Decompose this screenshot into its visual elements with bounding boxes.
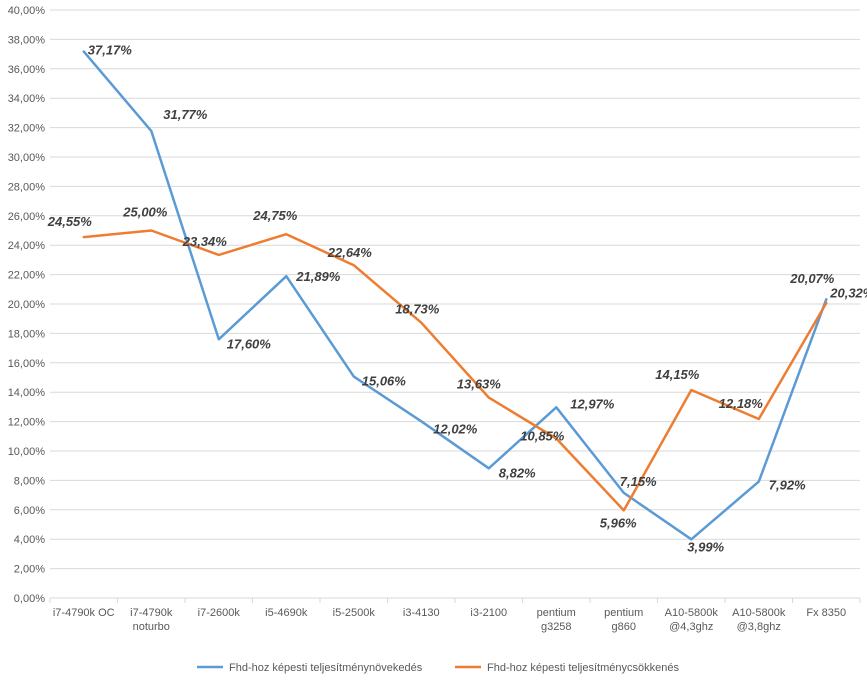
data-label: 17,60% — [227, 336, 272, 351]
data-label: 20,32% — [829, 285, 867, 300]
y-tick-label: 40,00% — [8, 5, 46, 17]
x-tick-label: A10-5800k @4,3ghz — [665, 607, 719, 633]
data-label: 24,75% — [252, 208, 298, 223]
y-tick-label: 10,00% — [8, 446, 46, 458]
data-label: 22,64% — [327, 245, 373, 260]
data-label: 31,77% — [163, 107, 208, 122]
y-tick-label: 38,00% — [8, 34, 46, 46]
y-tick-label: 30,00% — [8, 152, 46, 164]
data-label: 20,07% — [789, 271, 835, 286]
y-tick-label: 14,00% — [8, 387, 46, 399]
series-lines — [82, 50, 828, 541]
legend: Fhd-hoz képesti teljesítménynövekedés Fhd… — [197, 662, 679, 674]
y-tick-label: 2,00% — [14, 564, 45, 576]
data-label: 21,89% — [295, 269, 341, 284]
y-tick-label: 4,00% — [14, 534, 45, 546]
legend-label: Fhd-hoz képesti teljesítménynövekedés — [229, 662, 423, 674]
y-tick-label: 8,00% — [14, 475, 45, 487]
data-label: 12,97% — [570, 396, 615, 411]
x-axis-tick-labels: i7-4790k OC i7-4790k noturbo i7-2600k i5-469… — [53, 607, 846, 633]
data-label: 25,00% — [122, 205, 168, 220]
y-tick-label: 26,00% — [8, 211, 46, 223]
series-line-1 — [82, 50, 828, 541]
x-tick-label: Fx 8350 — [806, 607, 846, 619]
data-label: 14,15% — [655, 367, 700, 382]
x-tick-label: A10-5800k @3,8ghz — [732, 607, 786, 633]
data-label: 12,02% — [433, 421, 478, 436]
data-label: 18,73% — [395, 302, 440, 317]
data-label: 7,15% — [620, 474, 657, 489]
data-label: 5,96% — [600, 515, 637, 530]
y-tick-label: 12,00% — [8, 417, 46, 429]
y-tick-label: 32,00% — [8, 123, 46, 135]
data-label: 23,34% — [182, 234, 228, 249]
data-label: 8,82% — [499, 465, 536, 480]
data-label: 37,17% — [88, 43, 133, 58]
x-tick-label: i7-4790k noturbo — [130, 607, 173, 633]
y-tick-label: 16,00% — [8, 358, 46, 370]
data-labels: 37,17% 31,77% 17,60% 21,89% 15,06% 12,02% 8,82… — [47, 43, 867, 555]
y-tick-label: 20,00% — [8, 299, 46, 311]
x-tick-label: pentium g3258 — [537, 607, 576, 633]
x-tick-label: i5-4690k — [265, 607, 308, 619]
gridlines — [49, 9, 861, 603]
x-tick-label: i5-2500k — [333, 607, 376, 619]
data-label: 13,63% — [457, 377, 502, 392]
data-label: 24,55% — [47, 214, 93, 229]
x-tick-label: i7-4790k OC — [53, 607, 115, 619]
legend-label: Fhd-hoz képesti teljesítménycsökkenés — [487, 662, 679, 674]
y-tick-label: 6,00% — [14, 505, 45, 517]
data-label: 7,92% — [769, 478, 806, 493]
x-tick-label: i7-2600k — [198, 607, 241, 619]
y-tick-label: 36,00% — [8, 64, 46, 76]
y-tick-label: 22,00% — [8, 270, 46, 282]
x-tick-label: i3-2100 — [470, 607, 507, 619]
series-line-2 — [82, 229, 828, 512]
data-label: 3,99% — [687, 539, 724, 554]
data-label: 12,18% — [719, 396, 764, 411]
y-tick-label: 24,00% — [8, 240, 46, 252]
y-tick-label: 0,00% — [14, 593, 45, 605]
y-tick-label: 34,00% — [8, 93, 46, 105]
y-axis-tick-labels: 0,00% 2,00% 4,00% 6,00% 8,00% 10,00% 12,00% 14,… — [8, 5, 46, 605]
data-label: 10,85% — [520, 429, 565, 444]
y-tick-label: 28,00% — [8, 181, 46, 193]
y-tick-label: 18,00% — [8, 328, 46, 340]
x-tick-label: i3-4130 — [403, 607, 440, 619]
x-tick-label: pentium g860 — [604, 607, 643, 633]
data-label: 15,06% — [362, 374, 407, 389]
